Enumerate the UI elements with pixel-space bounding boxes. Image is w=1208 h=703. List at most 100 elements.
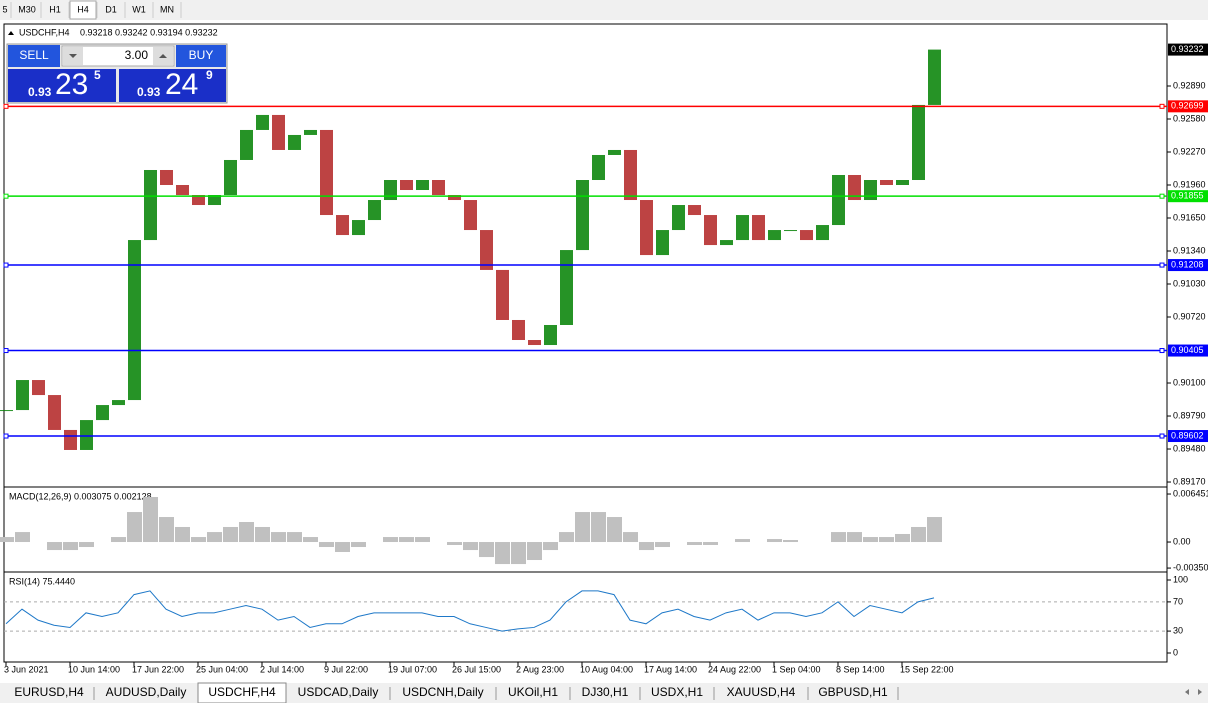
sell-button[interactable] xyxy=(8,45,60,67)
buy-button[interactable] xyxy=(176,45,226,67)
x-tick-label: 26 Jul 15:00 xyxy=(452,664,501,674)
symbol-tab[interactable]: DJ30,H1 xyxy=(582,685,629,699)
tab-scroll-right[interactable] xyxy=(1198,689,1202,695)
symbol-tab[interactable]: USDCAD,Daily xyxy=(298,685,379,699)
x-tick-label: 10 Aug 04:00 xyxy=(580,664,633,674)
macd-bar xyxy=(623,532,638,543)
candle xyxy=(416,180,429,191)
current-price-label: 0.93232 xyxy=(1171,44,1204,54)
candle xyxy=(480,230,493,270)
x-tick-label: 17 Aug 14:00 xyxy=(644,664,697,674)
collapse-icon[interactable] xyxy=(8,31,14,35)
timeframe-button[interactable]: D1 xyxy=(105,4,117,14)
level-label-bg xyxy=(1168,259,1208,272)
candle xyxy=(592,154,605,181)
candle xyxy=(704,215,717,246)
candle xyxy=(48,395,61,430)
bid-box[interactable] xyxy=(8,69,116,102)
macd-bar xyxy=(415,537,430,543)
macd-bar xyxy=(559,532,574,543)
candle xyxy=(400,180,413,191)
symbol-tab[interactable]: UKOil,H1 xyxy=(508,685,558,699)
macd-bar xyxy=(303,537,318,543)
macd-bar xyxy=(79,542,94,548)
lots-input[interactable] xyxy=(61,45,175,67)
symbol-tab[interactable]: USDCHF,H4 xyxy=(208,685,276,699)
macd-bar xyxy=(127,512,142,543)
bid-main: 23 xyxy=(55,68,88,101)
candle xyxy=(576,180,589,251)
candle xyxy=(672,205,685,231)
level-label-bg xyxy=(1168,430,1208,443)
level-anchor xyxy=(3,193,9,199)
macd-bar xyxy=(591,512,606,543)
timeframe-button[interactable]: H4 xyxy=(77,4,89,14)
symbol-tabs xyxy=(0,683,1208,703)
sell-label[interactable]: SELL xyxy=(19,48,49,62)
candle xyxy=(624,149,637,201)
candle xyxy=(864,180,877,201)
level-anchor xyxy=(3,262,9,268)
candle xyxy=(880,180,893,186)
timeframe-toolbar xyxy=(0,0,1208,20)
candle xyxy=(96,405,109,421)
y-tick-label: 0.91340 xyxy=(1173,245,1206,255)
macd-bar xyxy=(639,542,654,551)
y-tick-label: 0 xyxy=(1173,647,1178,657)
macd-bar xyxy=(0,537,14,543)
tab-active xyxy=(197,682,287,703)
x-tick-label: 15 Sep 22:00 xyxy=(900,664,954,674)
x-tick-label: 9 Jul 22:00 xyxy=(324,664,368,674)
symbol-tab[interactable]: AUDUSD,Daily xyxy=(106,685,187,699)
y-tick-label: 0.00 xyxy=(1173,536,1191,546)
symbol-tab[interactable]: USDX,H1 xyxy=(651,685,703,699)
ask-box[interactable] xyxy=(119,69,226,102)
macd-bar xyxy=(399,537,414,543)
candle xyxy=(160,169,173,186)
candle xyxy=(816,225,829,241)
tab-scroll-left[interactable] xyxy=(1185,689,1189,695)
candle xyxy=(368,200,381,221)
macd-bar xyxy=(463,542,478,551)
buy-label[interactable]: BUY xyxy=(189,48,214,62)
y-tick-label: 30 xyxy=(1173,625,1183,635)
candle xyxy=(224,159,237,196)
candle xyxy=(208,195,221,206)
y-tick-label: 0.92580 xyxy=(1173,113,1206,123)
timeframe-button[interactable]: 5 xyxy=(2,4,7,14)
timeframe-button[interactable]: MN xyxy=(160,4,174,14)
macd-bar xyxy=(511,542,526,565)
one-click-trading: SELL 3.00 BUY 0.93 23 5 0.93 24 9 xyxy=(6,43,228,104)
candle xyxy=(656,230,669,256)
candle xyxy=(112,400,125,406)
candle xyxy=(688,205,701,216)
candle xyxy=(0,410,13,412)
macd-bar xyxy=(767,539,782,543)
candle xyxy=(528,340,541,346)
candle xyxy=(256,114,269,130)
timeframe-button[interactable]: M30 xyxy=(18,4,36,14)
symbol-tab[interactable]: EURUSD,H4 xyxy=(14,685,84,699)
lots-up-icon xyxy=(159,54,167,58)
x-tick-label: 24 Aug 22:00 xyxy=(708,664,761,674)
current-price-bg xyxy=(1168,43,1208,56)
level-anchor xyxy=(3,103,9,109)
rsi-line xyxy=(5,590,935,632)
macd-bar xyxy=(319,542,334,548)
chart-quote: 0.93218 0.93242 0.93194 0.93232 xyxy=(80,27,218,37)
y-tick-label: 0.92270 xyxy=(1173,146,1206,156)
candle xyxy=(336,215,349,236)
symbol-tab[interactable]: XAUUSD,H4 xyxy=(727,685,796,699)
timeframe-button[interactable]: W1 xyxy=(132,4,146,14)
macd-bar xyxy=(271,532,286,543)
macd-bar xyxy=(895,533,910,543)
candle xyxy=(896,180,909,186)
y-tick-label: 70 xyxy=(1173,596,1183,606)
timeframe-button[interactable]: H1 xyxy=(49,4,61,14)
symbol-tab[interactable]: GBPUSD,H1 xyxy=(818,685,888,699)
symbol-tab[interactable]: USDCNH,Daily xyxy=(402,685,483,699)
candle xyxy=(720,240,733,246)
candle xyxy=(384,180,397,201)
bid-point: 5 xyxy=(94,68,101,82)
candle xyxy=(32,380,45,396)
